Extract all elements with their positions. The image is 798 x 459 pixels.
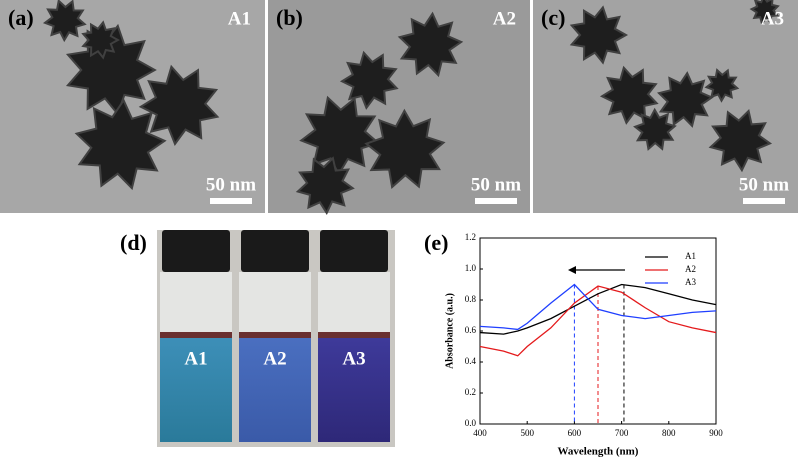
x-tick-label: 700 [615, 428, 629, 438]
scale-label: 50 nm [739, 174, 789, 195]
series-line [479, 285, 717, 357]
panel-label: (a) [8, 5, 34, 30]
panel-label: (b) [276, 5, 303, 30]
nanoparticle [633, 107, 677, 151]
vial-meniscus [239, 332, 311, 338]
y-tick-label: 0.0 [465, 418, 477, 428]
nanoparticle [299, 95, 381, 177]
nanoparticle [704, 68, 740, 103]
vial-liquid [239, 338, 311, 442]
x-tick-label: 600 [568, 428, 582, 438]
x-tick-label: 500 [520, 428, 534, 438]
vial-cap [320, 230, 388, 272]
vial-glass [160, 272, 232, 334]
x-tick-label: 900 [709, 428, 723, 438]
scale-bar [475, 198, 517, 204]
scale-label: 50 nm [206, 174, 256, 195]
y-axis-label: Absorbance (a.u.) [444, 293, 455, 369]
legend-label: A3 [685, 277, 696, 287]
panel-label: (e) [424, 230, 448, 255]
vial-glass [239, 272, 311, 334]
y-tick-label: 0.4 [465, 356, 477, 366]
nanoparticle [708, 109, 773, 173]
vial-cap [241, 230, 309, 272]
x-tick-label: 400 [473, 428, 487, 438]
nanoparticle [749, 0, 780, 26]
y-tick-label: 0.8 [465, 294, 477, 304]
nanoparticle [339, 50, 399, 110]
series-line [479, 283, 717, 331]
x-axis-label: Wavelength (nm) [558, 446, 639, 458]
nanoparticle [569, 5, 629, 65]
nanoparticle [138, 64, 220, 146]
nanoparticle [364, 108, 446, 189]
sample-label: A3 [761, 8, 784, 29]
sample-label: A1 [228, 8, 251, 29]
x-tick-label: 800 [662, 428, 676, 438]
chart: Wavelength (nm) Absorbance (a.u.) 0.0 0.2… [444, 232, 723, 457]
sample-label: A2 [493, 8, 516, 29]
y-tick-label: 1.2 [465, 232, 476, 242]
nanoparticle [295, 156, 355, 215]
vial-liquid [318, 338, 390, 442]
legend-label: A2 [685, 264, 696, 274]
vial-meniscus [318, 332, 390, 338]
y-tick-label: 1.0 [465, 263, 477, 273]
nanoparticle [397, 11, 464, 78]
arrow-head [568, 266, 576, 274]
panel-label: (c) [541, 5, 565, 30]
y-tick-label: 0.2 [465, 387, 476, 397]
scale-bar [743, 198, 785, 204]
vial-meniscus [160, 332, 232, 338]
vial-label: A2 [263, 348, 286, 369]
vial-photo: A1 A2 A3 [157, 230, 395, 447]
nanoparticle [657, 71, 714, 128]
panel-label: (d) [120, 230, 147, 255]
scale-label: 50 nm [471, 174, 521, 195]
vial-label: A3 [342, 348, 365, 369]
tem-images: (a) A1 50 nm (b) A2 50 nm (c) A3 50 nm [0, 0, 798, 215]
y-tick-label: 0.6 [465, 325, 477, 335]
legend-label: A1 [685, 251, 696, 261]
series-line [479, 283, 717, 335]
nanoparticle [42, 0, 87, 43]
vial-cap [162, 230, 230, 272]
nanoparticle [599, 65, 659, 125]
nanoparticle [74, 98, 167, 191]
vial-glass [318, 272, 390, 334]
scale-bar [210, 198, 252, 204]
vial-label: A1 [184, 348, 207, 369]
nanoparticle [81, 20, 120, 60]
vial-liquid [160, 338, 232, 442]
